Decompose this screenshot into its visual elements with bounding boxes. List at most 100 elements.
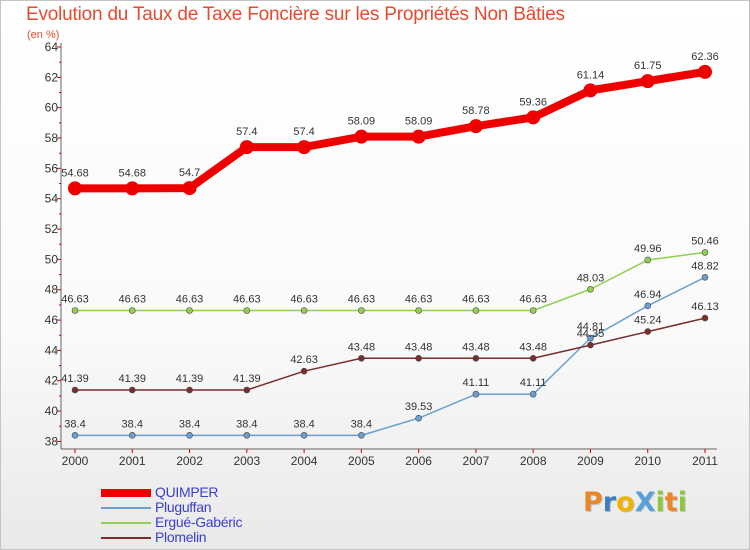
data-label: 57.4 [293,126,314,138]
data-point [358,307,365,314]
data-label: 45.24 [634,315,662,327]
data-point [640,74,655,89]
data-label: 41.39 [119,373,147,385]
data-point [529,354,537,362]
data-label: 41.39 [61,373,89,385]
data-point [186,432,193,439]
data-label: 58.09 [405,116,433,128]
legend-swatch [101,536,151,539]
data-point [415,354,422,362]
data-point [644,256,652,264]
data-label: 46.63 [290,293,318,305]
legend-item: Pluguffan [101,500,242,515]
data-point [186,307,193,314]
data-point [71,307,79,314]
legend-item: Ergué-Gabéric [101,515,242,530]
data-point [128,432,136,439]
y-tick-label: 64 [45,40,59,54]
data-point [128,307,136,314]
series-line [71,67,709,193]
data-point [526,110,541,125]
logo-letter: P [583,487,603,518]
data-label: 58.09 [348,116,376,128]
data-point [472,390,480,398]
data-point [243,432,251,439]
data-label: 38.4 [351,418,372,430]
data-label: 41.11 [520,377,547,389]
data-label: 46.63 [405,293,433,305]
data-label: 44.81 [577,321,605,333]
data-label: 41.11 [463,377,490,389]
y-tick-label: 38 [45,434,59,448]
data-point [468,119,483,134]
data-point [182,181,197,196]
y-tick-label: 58 [45,131,59,145]
data-point [358,432,365,439]
legend-item: QUIMPER [101,485,242,500]
data-label: 43.48 [462,341,490,353]
y-tick-label: 62 [45,70,59,84]
data-point [358,354,365,362]
x-tick-label: 2003 [233,454,260,468]
data-label: 46.13 [691,301,719,313]
data-point [354,129,369,144]
data-label: 38.4 [293,418,314,430]
data-point [125,181,140,196]
data-label: 50.46 [691,235,719,247]
data-label: 41.39 [233,373,261,385]
y-tick-label: 46 [45,313,59,327]
legend-swatch [101,521,151,524]
x-tick-label: 2002 [176,454,203,468]
data-label: 46.63 [176,293,204,305]
data-point [186,386,193,394]
data-label: 38.4 [64,418,85,430]
data-point [644,302,652,310]
x-tick-label: 2009 [577,454,604,468]
y-tick-label: 42 [45,374,59,388]
data-point [71,386,79,394]
data-label: 54.68 [61,167,89,179]
x-tick-label: 2010 [634,454,661,468]
legend-swatch [101,488,151,497]
data-point [68,181,82,196]
data-label: 48.82 [691,260,719,272]
data-point [529,390,537,398]
data-label: 39.53 [405,401,433,413]
data-label: 54.7 [179,167,200,179]
series-line [74,251,706,312]
logo-letter: i [677,487,687,518]
data-point [587,285,594,293]
legend-label: Plomelin [155,529,207,545]
legend-label: Pluguffan [155,499,212,515]
data-point [644,328,652,335]
data-label: 46.63 [348,293,376,305]
data-label: 46.63 [233,293,261,305]
data-point [415,414,422,422]
logo-letter: t [664,487,678,518]
data-point [243,307,251,314]
x-tick-label: 2000 [62,454,89,468]
data-label: 38.4 [122,418,143,430]
y-tick-label: 50 [45,252,59,266]
y-tick-label: 56 [45,161,59,175]
data-label: 43.48 [405,341,433,353]
data-label: 46.63 [119,293,147,305]
data-label: 43.48 [348,341,376,353]
legend-item: Plomelin [101,530,242,545]
y-tick-label: 40 [45,404,59,418]
data-label: 46.63 [462,293,490,305]
x-tick-label: 2008 [520,454,547,468]
logo-letter: X [634,487,656,518]
y-tick-label: 44 [45,343,59,357]
data-label: 38.4 [236,418,257,430]
y-tick-label: 52 [45,222,59,236]
data-label: 41.39 [176,373,204,385]
y-tick-label: 48 [45,283,59,297]
data-point [701,249,709,256]
series-pluguffan [71,273,709,439]
x-tick-label: 2007 [463,454,490,468]
unit-label: (en %) [27,29,60,41]
data-point [297,140,312,155]
data-point [128,386,136,394]
